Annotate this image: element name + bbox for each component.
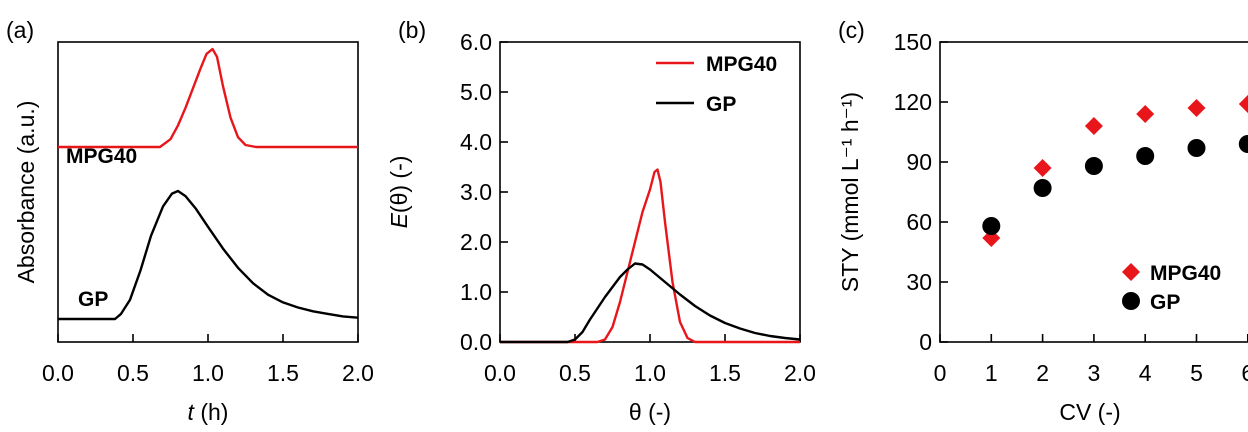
y-tick-label: 2.0 [460,229,492,255]
panel-a-x-axis-label-var: t [188,399,196,425]
x-tick-label: 4 [1139,360,1152,386]
y-tick-label: 90 [906,149,932,175]
series-line-gp [58,189,359,321]
data-point-mpg40 [1033,159,1052,177]
panel-a-x-axis-label-unit: (h) [194,399,229,425]
panel-c-points [982,95,1248,247]
panel-a-lines [58,47,359,321]
y-tick-label: 3.0 [460,179,492,205]
y-tick-label: 0 [919,329,932,355]
panel-b-label: (b) [398,17,426,43]
panel-b-lines [500,168,801,344]
x-tick-label: 0 [934,360,947,386]
x-tick-label: 1 [985,360,998,386]
data-point-gp [1187,139,1206,157]
x-tick-label: 5 [1190,360,1203,386]
data-point-mpg40 [1084,117,1103,135]
legend-marker-mpg40 [1122,263,1140,281]
x-tick-label: 1.0 [192,360,224,386]
series-line-mpg40 [58,47,358,149]
y-tick-label: 5.0 [460,79,492,105]
data-point-gp [1033,179,1052,197]
panel-c-label: (c) [838,17,865,43]
legend-label-gp: GP [706,93,736,116]
legend-marker-gp [1122,292,1140,310]
y-tick-label: 0.0 [460,329,492,355]
panel-a-series-label-mpg40: MPG40 [66,145,137,168]
data-point-mpg40 [1187,99,1206,117]
panel-c-plot-frame [939,41,1248,343]
data-point-gp [1238,135,1248,153]
panel-b-y-axis-label: E(θ) (-) [386,156,412,229]
panel-b-x-ticks: 0.0 0.5 1.0 1.5 2.0 [484,334,816,386]
x-tick-label: 3 [1088,360,1101,386]
panel-b-y-axis-label-rest: (θ) (-) [386,156,412,213]
y-tick-label: 4.0 [460,129,492,155]
data-point-mpg40 [1238,95,1248,113]
data-point-mpg40 [1136,105,1155,123]
x-tick-label: 0.0 [484,360,516,386]
legend-label-mpg40: MPG40 [1150,262,1221,285]
panel-b-y-axis-label-var: E [386,212,412,228]
y-tick-label: 150 [894,29,932,55]
panel-c: (c) 0 1 2 3 4 5 6 0 30 60 90 120 150 MPG40 GP STY (… [837,17,1248,425]
x-tick-label: 2.0 [342,360,374,386]
x-tick-label: 1.5 [267,360,299,386]
data-point-gp [1136,147,1155,165]
panel-c-legend: MPG40 GP [1122,262,1221,314]
x-tick-label: 0.0 [42,360,74,386]
panel-b: (b) 0.0 0.5 1.0 1.5 2.0 0.0 1.0 2.0 3.0 4.0 5.0 6.… [386,17,816,425]
x-tick-label: 0.5 [117,360,149,386]
panel-c-y-ticks: 0 30 60 90 120 150 [894,29,948,355]
y-tick-label: 1.0 [460,279,492,305]
panel-a-label: (a) [6,17,34,43]
legend-label-gp: GP [1150,291,1180,314]
x-tick-label: 1.0 [634,360,666,386]
data-point-gp [1084,157,1103,175]
x-tick-label: 1.5 [709,360,741,386]
panel-b-x-axis-label: θ (-) [629,399,671,425]
y-tick-label: 60 [906,209,932,235]
panel-b-y-ticks: 0.0 1.0 2.0 3.0 4.0 5.0 6.0 [460,29,508,355]
panel-a: (a) 0.0 0.5 1.0 1.5 2.0 MPG40 GP Absorbance … [6,17,374,425]
panel-a-series-label-gp: GP [78,288,108,311]
x-tick-label: 6 [1241,360,1248,386]
x-tick-label: 0.5 [559,360,591,386]
data-point-gp [982,217,1001,235]
x-tick-label: 2 [1036,360,1049,386]
panel-a-y-axis-label: Absorbance (a.u.) [13,101,39,284]
legend-label-mpg40: MPG40 [706,53,777,76]
y-tick-label: 30 [906,269,932,295]
panel-c-x-ticks: 0 1 2 3 4 5 6 [934,334,1248,386]
panel-a-x-axis-label: t (h) [188,399,229,425]
panel-c-x-axis-label: CV (-) [1059,399,1120,425]
series-line-mpg40 [500,168,800,344]
y-tick-label: 120 [894,89,932,115]
y-tick-label: 6.0 [460,29,492,55]
x-tick-label: 2.0 [784,360,816,386]
series-line-gp [500,262,801,344]
panel-a-x-ticks: 0.0 0.5 1.0 1.5 2.0 [42,334,374,386]
panel-b-legend: MPG40 GP [656,53,777,116]
panel-c-y-axis-label: STY (mmol L⁻¹ h⁻¹) [837,92,863,292]
